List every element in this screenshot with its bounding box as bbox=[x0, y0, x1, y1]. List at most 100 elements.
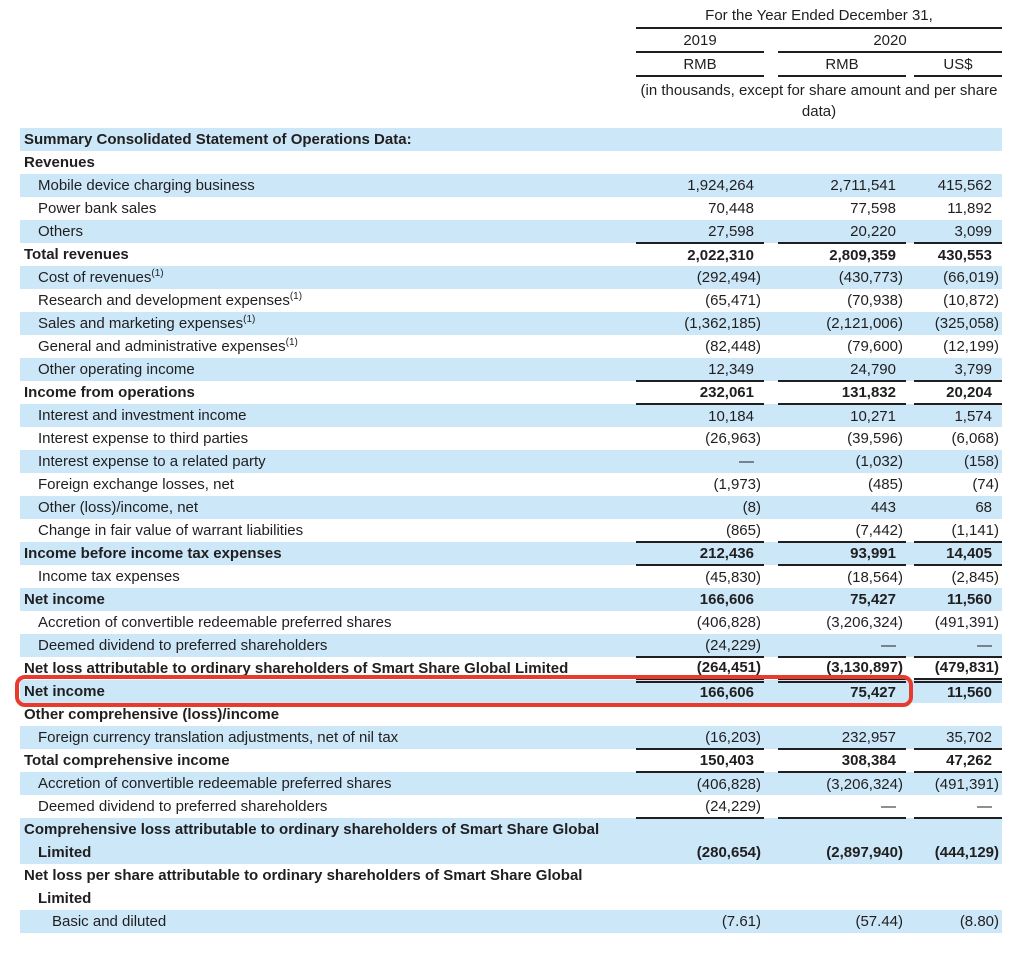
currency-2020-usd: US$ bbox=[914, 52, 1002, 77]
value-cell: 20,204 bbox=[914, 381, 1002, 405]
value-cell bbox=[914, 864, 1002, 910]
value-cell: 70,448 bbox=[708, 200, 754, 217]
value-cell: — bbox=[739, 453, 754, 470]
row-label: Deemed dividend to preferred shareholder… bbox=[38, 798, 328, 815]
column-gap bbox=[764, 519, 778, 542]
table-row: Basic and diluted (7.61) (57.44) (8.80) bbox=[20, 910, 1002, 933]
column-gap bbox=[764, 358, 778, 381]
column-gap bbox=[906, 634, 914, 657]
column-gap bbox=[764, 52, 778, 76]
table-row: Sales and marketing expenses(1) (1,362,18… bbox=[20, 312, 1002, 335]
value-cell: 212,436 bbox=[636, 542, 764, 566]
column-gap bbox=[764, 381, 778, 404]
column-gap bbox=[764, 473, 778, 496]
value-cell: (325,058) bbox=[934, 315, 999, 332]
value-cell bbox=[778, 151, 906, 174]
value-cell: 2,809,359 bbox=[829, 246, 896, 264]
column-gap bbox=[906, 381, 914, 404]
value-cell: (406,828) bbox=[696, 775, 761, 793]
value-cell: (158) bbox=[963, 453, 999, 470]
value-cell: 20,220 bbox=[778, 220, 906, 244]
value-cell: (16,203) bbox=[636, 726, 764, 750]
column-gap bbox=[764, 634, 778, 657]
row-label: Others bbox=[38, 223, 84, 240]
value-cell: (74) bbox=[972, 476, 999, 493]
row-label: Basic and diluted bbox=[52, 913, 167, 930]
value-cell bbox=[914, 703, 1002, 726]
column-gap bbox=[906, 312, 914, 335]
value-cell: (45,830) bbox=[705, 568, 761, 586]
row-label: Other (loss)/income, net bbox=[38, 499, 199, 516]
value-cell bbox=[914, 128, 1002, 151]
table-row: Interest and investment income 10,184 10,2… bbox=[20, 404, 1002, 427]
value-cell: 68 bbox=[975, 499, 992, 516]
value-cell: (18,564) bbox=[847, 568, 903, 586]
column-gap bbox=[906, 266, 914, 289]
value-cell: 150,403 bbox=[636, 749, 764, 773]
column-gap bbox=[906, 818, 914, 864]
value-cell: (444,129) bbox=[934, 844, 999, 861]
value-cell: (1,032) bbox=[855, 453, 903, 470]
column-gap bbox=[906, 565, 914, 588]
column-gap bbox=[764, 174, 778, 197]
value-cell: 232,061 bbox=[636, 381, 764, 405]
row-label: Income from operations bbox=[24, 384, 195, 401]
table-row: Other (loss)/income, net (8) 443 68 bbox=[20, 496, 1002, 519]
column-gap bbox=[906, 335, 914, 358]
value-cell: (406,828) bbox=[696, 614, 761, 631]
column-gap bbox=[764, 243, 778, 266]
table-row: Foreign currency translation adjustments… bbox=[20, 726, 1002, 750]
column-gap bbox=[906, 726, 914, 749]
table-row: Revenues bbox=[20, 151, 1002, 174]
column-gap bbox=[764, 818, 778, 864]
table-row: Accretion of convertible redeemable pref… bbox=[20, 611, 1002, 634]
column-gap bbox=[764, 565, 778, 588]
value-cell bbox=[636, 128, 764, 151]
value-cell bbox=[914, 151, 1002, 174]
value-cell: (491,391) bbox=[934, 775, 999, 793]
value-cell: 24,790 bbox=[778, 358, 906, 382]
column-gap bbox=[906, 52, 914, 76]
value-cell: (292,494) bbox=[696, 269, 761, 286]
value-cell bbox=[636, 864, 764, 910]
value-cell: (2,897,940) bbox=[826, 844, 903, 861]
column-gap bbox=[764, 28, 778, 52]
value-cell: 166,606 bbox=[699, 591, 754, 608]
value-cell bbox=[778, 128, 906, 151]
column-gap bbox=[764, 680, 778, 703]
column-gap bbox=[764, 312, 778, 335]
column-gap bbox=[764, 864, 778, 910]
column-gap bbox=[906, 197, 914, 220]
table-row: Change in fair value of warrant liabilit… bbox=[20, 519, 1002, 543]
value-cell: 75,427 bbox=[850, 684, 896, 702]
row-label: Net loss per share attributable to ordin… bbox=[24, 867, 583, 907]
value-cell: 2,711,541 bbox=[830, 177, 896, 194]
financial-statement-page: For the Year Ended December 31, 2019 202… bbox=[15, 4, 1002, 933]
value-cell: 415,562 bbox=[937, 177, 992, 194]
value-cell: 443 bbox=[870, 499, 896, 516]
row-label: Revenues bbox=[24, 154, 95, 171]
header-period-row: For the Year Ended December 31, bbox=[20, 4, 1002, 29]
value-cell: 3,099 bbox=[914, 220, 1002, 244]
row-label: Other comprehensive (loss)/income bbox=[24, 706, 280, 723]
column-gap bbox=[906, 749, 914, 772]
column-gap bbox=[764, 588, 778, 611]
value-cell: (865) bbox=[636, 519, 764, 543]
column-gap bbox=[906, 404, 914, 427]
row-label: Deemed dividend to preferred shareholder… bbox=[38, 637, 328, 654]
row-label: Other operating income bbox=[38, 361, 195, 378]
row-label: Power bank sales bbox=[38, 200, 157, 217]
value-cell: (479,831) bbox=[914, 657, 1002, 683]
table-body: Summary Consolidated Statement of Operat… bbox=[20, 128, 1002, 933]
value-cell: 11,892 bbox=[947, 200, 992, 217]
table-row: Income tax expenses (45,830) (18,564) (2,84… bbox=[20, 565, 1002, 588]
currency-2020-rmb: RMB bbox=[778, 52, 906, 77]
value-cell: 47,262 bbox=[914, 749, 1002, 773]
value-cell: — bbox=[778, 634, 906, 658]
row-label: Sales and marketing expenses(1) bbox=[38, 314, 256, 333]
table-row: Accretion of convertible redeemable pref… bbox=[20, 772, 1002, 795]
row-label: Cost of revenues(1) bbox=[38, 268, 164, 287]
value-cell: (39,596) bbox=[847, 430, 903, 447]
column-gap bbox=[764, 220, 778, 243]
column-gap bbox=[906, 128, 914, 151]
